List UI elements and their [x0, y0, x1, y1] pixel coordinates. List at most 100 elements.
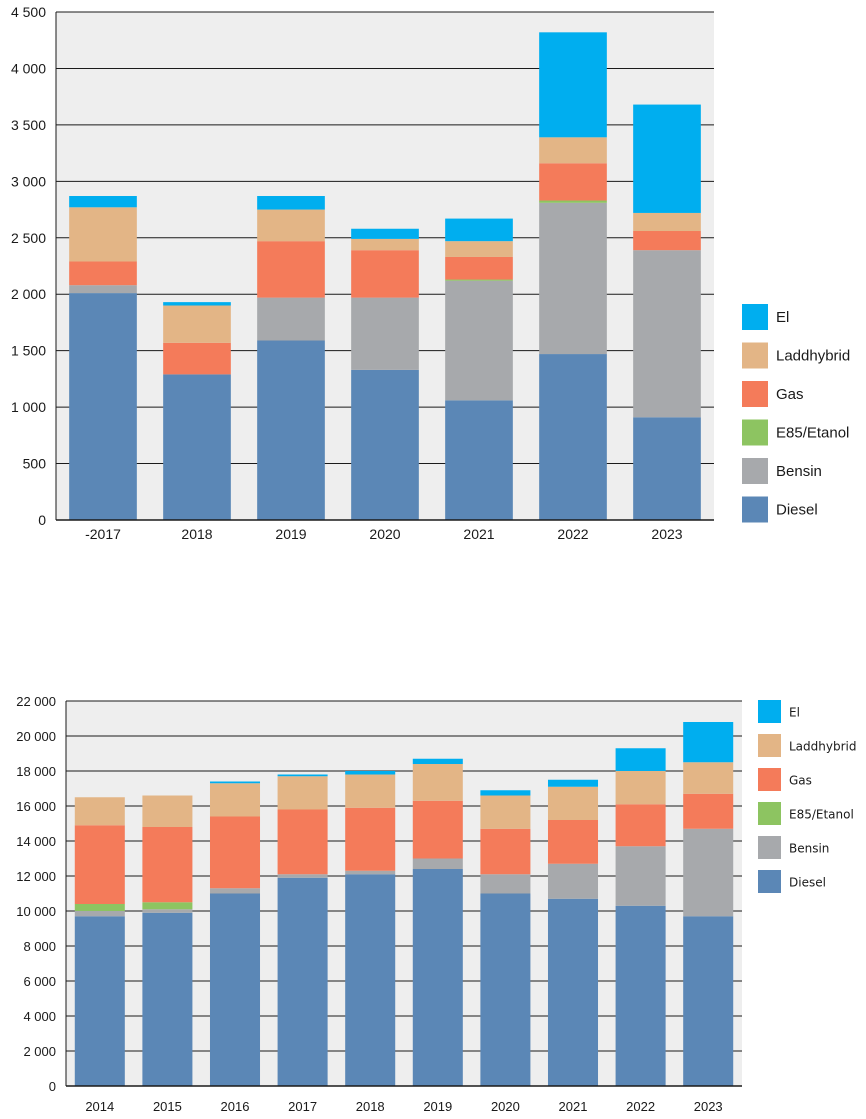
legend-swatch-bottom-gas	[758, 768, 781, 791]
bar-top-2019-diesel	[257, 340, 325, 520]
bar-top-2023-el	[633, 104, 701, 213]
legend-swatch-bottom-el	[758, 700, 781, 723]
bar-bottom-2014-laddhybrid	[74, 797, 125, 826]
bar-bottom-2020-bensin	[480, 874, 531, 894]
legend-swatch-top-bensin	[742, 458, 768, 484]
bar-bottom-2017-bensin	[277, 874, 328, 878]
bar-top-2022-laddhybrid	[539, 137, 607, 164]
bar-bottom-2014-diesel	[74, 916, 125, 1086]
y-tick-label-top-8: 4 000	[11, 60, 46, 76]
y-tick-label-top-1: 500	[23, 456, 47, 472]
y-tick-label-bottom-1: 2 000	[23, 1044, 56, 1059]
bar-top-2021-el	[445, 218, 513, 242]
bar-bottom-2019-el	[412, 758, 463, 764]
legend-label-top-laddhybrid: Laddhybrid	[776, 348, 850, 365]
bar-top-2022-bensin	[539, 202, 607, 355]
bar-bottom-2016-gas	[209, 816, 261, 889]
y-tick-label-bottom-10: 20 000	[16, 729, 56, 744]
x-tick-label-bottom-9: 2023	[694, 1099, 723, 1114]
bar-bottom-2019-gas	[412, 800, 463, 859]
bar-bottom-2020-laddhybrid	[480, 795, 531, 829]
y-tick-label-bottom-3: 6 000	[23, 974, 56, 989]
bar-bottom-2015-bensin	[142, 909, 193, 913]
bar-top-2021-e85-etanol	[445, 279, 513, 281]
bar-bottom-2020-el	[480, 790, 531, 796]
bar-bottom-2019-bensin	[412, 858, 463, 869]
x-tick-label-top-5: 2022	[557, 526, 588, 542]
bar-bottom-2019-laddhybrid	[412, 764, 463, 801]
x-tick-label-top-2: 2019	[275, 526, 306, 542]
bar-bottom-2018-el	[345, 771, 396, 775]
x-tick-label-bottom-8: 2022	[626, 1099, 655, 1114]
bar-top-2022-gas	[539, 163, 607, 201]
bar-top-2021-laddhybrid	[445, 241, 513, 257]
bar-top-2023-gas	[633, 231, 701, 251]
x-tick-label-bottom-6: 2020	[491, 1099, 520, 1114]
x-tick-label-bottom-3: 2017	[288, 1099, 317, 1114]
bar-bottom-2021-bensin	[547, 863, 599, 899]
bar-bottom-2023-bensin	[683, 828, 734, 917]
bar-top-2019-el	[257, 196, 325, 210]
bar-top-2019-gas	[257, 241, 325, 298]
bar-top-2020-bensin	[351, 297, 419, 370]
bar-top-2017-laddhybrid	[69, 207, 137, 262]
legend-label-bottom-diesel: Diesel	[789, 876, 826, 890]
x-tick-label-bottom-5: 2019	[423, 1099, 452, 1114]
bar-bottom-2015-e85-etanol	[142, 902, 193, 910]
bar-top-2018-el	[163, 302, 231, 306]
x-tick-label-bottom-1: 2015	[153, 1099, 182, 1114]
bar-bottom-2017-laddhybrid	[277, 776, 328, 810]
legend-swatch-bottom-e85-etanol	[758, 802, 781, 825]
bar-bottom-2014-e85-etanol	[74, 904, 125, 911]
bar-top-2022-e85-etanol	[539, 200, 607, 203]
bar-bottom-2021-el	[547, 779, 599, 787]
bar-top-2017-gas	[69, 261, 137, 286]
bar-bottom-2017-diesel	[277, 877, 328, 1086]
bar-bottom-2021-laddhybrid	[547, 786, 599, 820]
bar-bottom-2014-bensin	[74, 911, 125, 917]
bar-top-2020-gas	[351, 250, 419, 298]
y-tick-label-bottom-6: 12 000	[16, 869, 56, 884]
bar-top-2019-bensin	[257, 297, 325, 341]
bar-bottom-2016-diesel	[209, 893, 261, 1086]
y-tick-label-bottom-9: 18 000	[16, 764, 56, 779]
bar-bottom-2016-bensin	[209, 888, 261, 894]
bar-bottom-2023-laddhybrid	[683, 762, 734, 794]
legend-label-top-el: El	[776, 309, 789, 326]
x-tick-label-top-6: 2023	[651, 526, 682, 542]
y-tick-label-top-5: 2 500	[11, 230, 46, 246]
legend-label-top-e85-etanol: E85/Etanol	[776, 425, 849, 442]
bar-bottom-2015-gas	[142, 827, 193, 903]
legend-swatch-top-laddhybrid	[742, 342, 768, 369]
bar-bottom-2022-el	[615, 748, 666, 771]
legend-swatch-top-el	[742, 304, 768, 330]
bar-bottom-2021-gas	[547, 820, 599, 864]
bar-bottom-2022-bensin	[615, 846, 666, 906]
y-tick-label-bottom-8: 16 000	[16, 799, 56, 814]
bar-bottom-2017-el	[277, 774, 328, 777]
bar-bottom-2023-el	[683, 722, 734, 763]
legend-label-bottom-bensin: Bensin	[789, 842, 829, 856]
y-tick-label-bottom-2: 4 000	[23, 1009, 56, 1024]
bar-bottom-2019-diesel	[412, 869, 463, 1086]
bar-top-2021-gas	[445, 256, 513, 280]
y-tick-label-bottom-5: 10 000	[16, 904, 56, 919]
bar-top-2017-bensin	[69, 285, 137, 294]
legend-label-top-bensin: Bensin	[776, 463, 822, 480]
x-tick-label-bottom-2: 2016	[221, 1099, 250, 1114]
legend-swatch-bottom-bensin	[758, 836, 781, 859]
bar-bottom-2018-laddhybrid	[345, 774, 396, 808]
y-tick-label-top-2: 1 000	[11, 399, 46, 415]
x-tick-label-bottom-4: 2018	[356, 1099, 385, 1114]
bar-bottom-2016-laddhybrid	[209, 783, 261, 817]
x-tick-label-bottom-0: 2014	[85, 1099, 114, 1114]
y-tick-label-top-0: 0	[38, 512, 46, 528]
legend-label-top-gas: Gas	[776, 386, 804, 403]
bar-bottom-2014-gas	[74, 825, 125, 904]
legend-swatch-top-e85-etanol	[742, 419, 768, 446]
y-tick-label-bottom-4: 8 000	[23, 939, 56, 954]
y-tick-label-top-4: 2 000	[11, 286, 46, 302]
bar-bottom-2020-gas	[480, 828, 531, 875]
y-tick-label-bottom-11: 22 000	[16, 694, 56, 709]
bar-top-2018-diesel	[163, 374, 231, 520]
